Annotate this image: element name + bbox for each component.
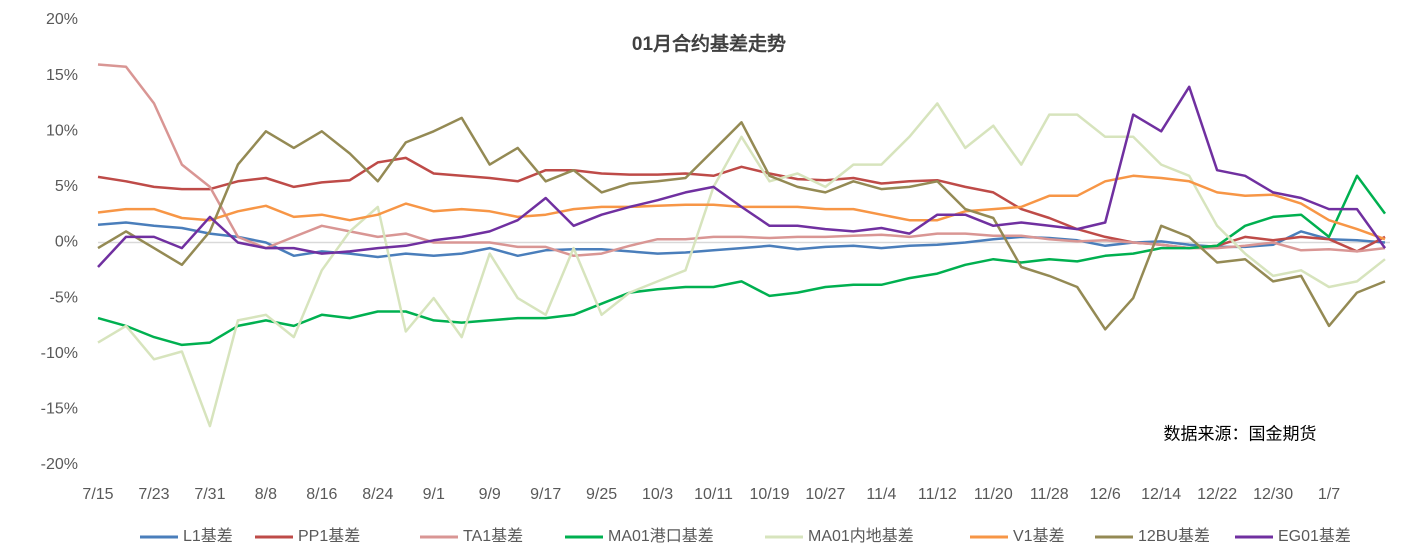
y-tick-label: -10%: [41, 345, 78, 362]
x-tick-label: 10/19: [749, 486, 789, 503]
x-tick-label: 12/22: [1197, 486, 1237, 503]
legend-label: MA01内地基差: [808, 527, 914, 545]
y-tick-label: 15%: [46, 67, 78, 84]
y-tick-label: 10%: [46, 122, 78, 139]
y-tick-label: 20%: [46, 11, 78, 28]
x-tick-label: 12/14: [1141, 486, 1181, 503]
x-tick-label: 7/23: [138, 486, 169, 503]
x-tick-label: 10/27: [805, 486, 845, 503]
x-tick-label: 10/11: [694, 486, 733, 503]
x-tick-label: 12/30: [1253, 486, 1293, 503]
x-tick-label: 11/4: [866, 486, 896, 503]
x-tick-label: 7/15: [82, 486, 113, 503]
series-line: [97, 174, 1387, 347]
series-line: [97, 85, 1387, 268]
x-tick-label: 7/31: [194, 486, 225, 503]
y-tick-label: -20%: [41, 456, 78, 473]
legend-label: V1基差: [1013, 527, 1065, 545]
x-tick-label: 9/25: [586, 486, 617, 503]
legend-label: TA1基差: [463, 527, 523, 545]
x-tick-label: 8/24: [362, 486, 393, 503]
legend-label: EG01基差: [1278, 527, 1351, 545]
legend-label: PP1基差: [298, 527, 360, 545]
x-tick-label: 11/28: [1030, 486, 1069, 503]
legend-label: L1基差: [183, 527, 233, 545]
x-tick-label: 8/16: [306, 486, 337, 503]
x-tick-label: 8/8: [255, 486, 277, 503]
y-tick-label: -15%: [41, 401, 78, 418]
chart-title: 01月合约基差走势: [632, 32, 786, 55]
x-tick-label: 12/6: [1090, 486, 1121, 503]
x-tick-label: 9/1: [423, 486, 445, 503]
x-tick-label: 9/9: [479, 486, 501, 503]
y-tick-label: -5%: [50, 289, 78, 306]
x-tick-label: 10/3: [642, 486, 673, 503]
x-tick-label: 11/12: [918, 486, 957, 503]
x-tick-label: 1/7: [1318, 486, 1340, 503]
series-line: [97, 116, 1386, 331]
x-tick-label: 9/17: [530, 486, 561, 503]
y-tick-label: 5%: [55, 178, 78, 195]
legend-label: MA01港口基差: [608, 527, 714, 545]
x-tick-label: 11/20: [974, 486, 1013, 503]
series-line: [97, 102, 1386, 428]
series-line: [97, 63, 1386, 258]
y-tick-label: 0%: [55, 234, 78, 251]
legend-label: 12BU基差: [1138, 527, 1210, 545]
source-note: 数据来源：国金期货: [1164, 424, 1317, 443]
